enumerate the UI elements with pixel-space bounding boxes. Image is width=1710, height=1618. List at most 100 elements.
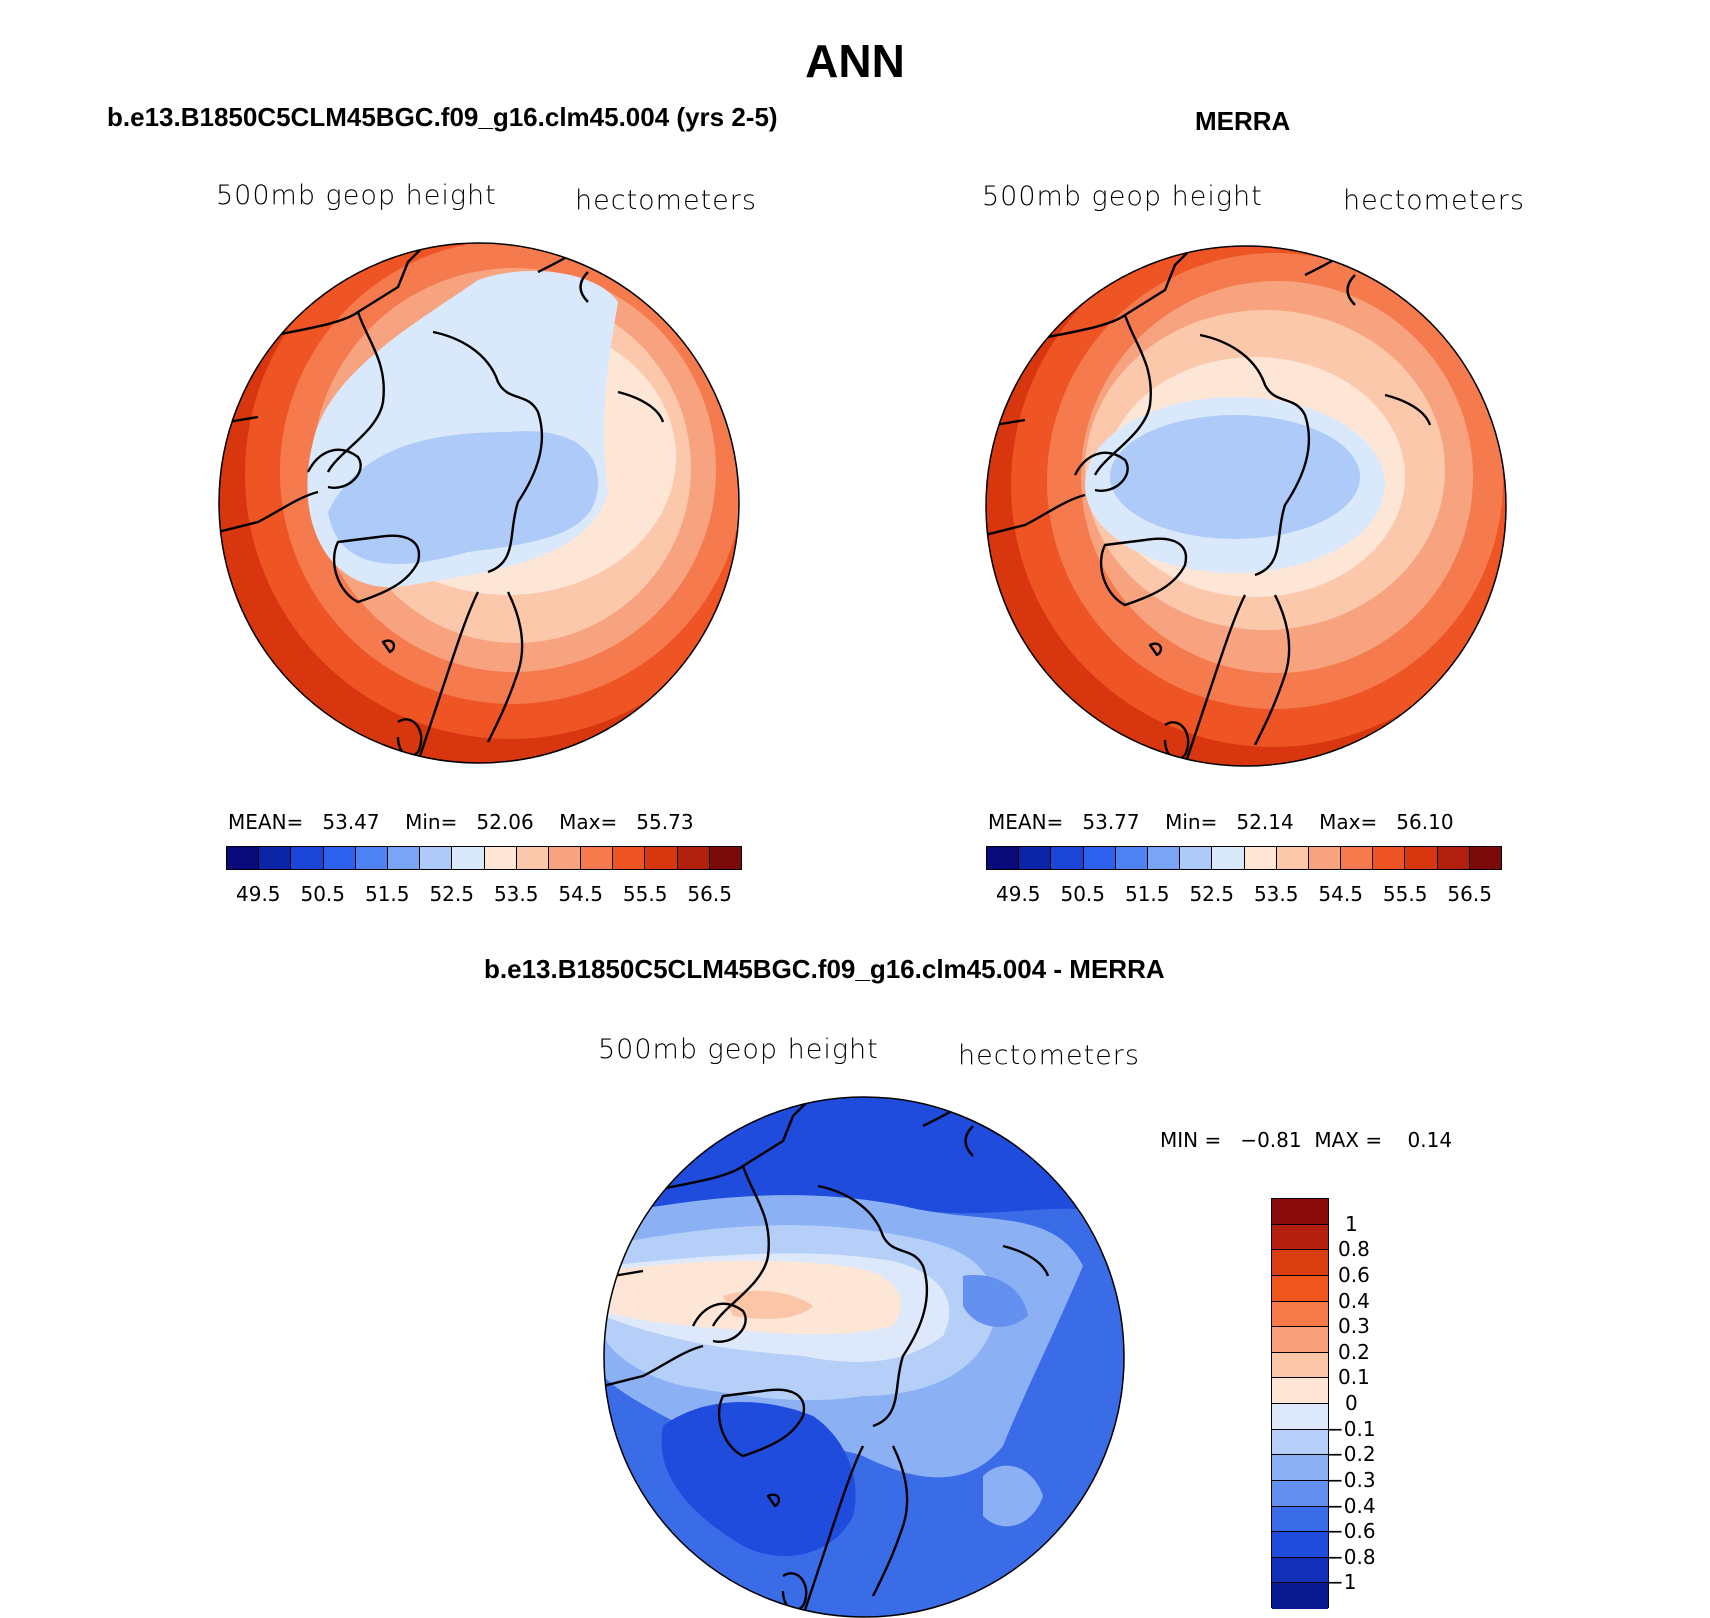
colorbar-swatch bbox=[1212, 847, 1245, 869]
colorbar-swatch bbox=[484, 847, 517, 869]
panel-1-min-value: 52.06 bbox=[476, 810, 534, 834]
colorbar-swatch bbox=[1272, 1199, 1328, 1225]
colorbar-tick-label: −0.1 bbox=[1327, 1416, 1376, 1441]
colorbar-swatch bbox=[1272, 1378, 1328, 1404]
colorbar-swatch bbox=[1272, 1583, 1328, 1609]
colorbar-swatch bbox=[1276, 847, 1309, 869]
colorbar-tick-label: 53.5 bbox=[493, 882, 539, 906]
colorbar-tick-label: 52.5 bbox=[429, 882, 474, 906]
colorbar-swatch bbox=[1115, 847, 1148, 869]
panel-2-colorbar-ticks: 49.5 50.5 51.5 52.5 53.5 54.5 55.5 56.5 bbox=[996, 882, 1492, 906]
panel-2-max-value: 56.10 bbox=[1396, 810, 1454, 834]
panel-3-stats: MIN = −0.81 MAX = 0.14 bbox=[1160, 1128, 1452, 1152]
panel-3-min-label: MIN = bbox=[1160, 1128, 1222, 1152]
panel-1-stats: MEAN= 53.47 Min= 52.06 Max= 55.73 bbox=[228, 810, 694, 834]
colorbar-tick-label: 53.5 bbox=[1253, 882, 1299, 906]
colorbar-tick-label: −0.3 bbox=[1327, 1467, 1376, 1492]
colorbar-tick-label: −0.6 bbox=[1327, 1519, 1376, 1544]
panel-1-mean-label: MEAN= bbox=[228, 810, 304, 834]
colorbar-tick-label: 0.6 bbox=[1338, 1262, 1370, 1287]
colorbar-tick-label: 0.2 bbox=[1338, 1339, 1370, 1364]
colorbar-swatch bbox=[1272, 1404, 1328, 1430]
colorbar-swatch bbox=[581, 847, 614, 869]
colorbar-tick-label: 56.5 bbox=[1447, 882, 1492, 906]
colorbar-tick-label: 0.8 bbox=[1338, 1237, 1370, 1262]
colorbar-tick-label: 50.5 bbox=[300, 882, 346, 906]
colorbar-swatch bbox=[1019, 847, 1052, 869]
colorbar-swatch bbox=[548, 847, 582, 869]
panel-1-max-label: Max= bbox=[559, 810, 618, 834]
panel-3-units-label: hectometers bbox=[958, 1040, 1140, 1071]
colorbar-swatch bbox=[1341, 847, 1374, 869]
panel-2-colorbar bbox=[986, 846, 1502, 870]
colorbar-swatch bbox=[677, 847, 710, 869]
colorbar-swatch bbox=[1272, 1250, 1328, 1276]
colorbar-swatch bbox=[1272, 1429, 1328, 1456]
colorbar-tick-label: 49.5 bbox=[996, 882, 1041, 906]
colorbar-swatch bbox=[1180, 847, 1213, 869]
panel-2-min-value: 52.14 bbox=[1236, 810, 1294, 834]
colorbar-tick-label: 51.5 bbox=[364, 882, 410, 906]
panel-2-variable-label: 500mb geop height bbox=[982, 181, 1263, 212]
colorbar-swatch bbox=[259, 847, 292, 869]
panel-1-mean-value: 53.47 bbox=[322, 810, 380, 834]
panel-2-max-label: Max= bbox=[1319, 810, 1378, 834]
colorbar-swatch bbox=[987, 847, 1020, 869]
colorbar-swatch bbox=[1147, 847, 1181, 869]
colorbar-swatch bbox=[1244, 847, 1277, 869]
colorbar-swatch bbox=[516, 847, 549, 869]
panel-2-mean-value: 53.77 bbox=[1082, 810, 1140, 834]
colorbar-swatch bbox=[1405, 847, 1438, 869]
panel-1-min-label: Min= bbox=[405, 810, 458, 834]
colorbar-swatch bbox=[420, 847, 453, 869]
colorbar-swatch bbox=[1083, 847, 1116, 869]
colorbar-swatch bbox=[1272, 1327, 1328, 1353]
panel-2-min-label: Min= bbox=[1165, 810, 1218, 834]
colorbar-tick-label: 0.3 bbox=[1338, 1314, 1370, 1339]
colorbar-swatch bbox=[1272, 1480, 1328, 1507]
colorbar-swatch bbox=[613, 847, 646, 869]
panel-1-title: b.e13.B1850C5CLM45BGC.f09_g16.clm45.004 … bbox=[107, 102, 778, 132]
colorbar-tick-label: −0.2 bbox=[1327, 1442, 1376, 1467]
panel-3-variable-label: 500mb geop height bbox=[598, 1034, 879, 1065]
colorbar-swatch bbox=[1437, 847, 1470, 869]
colorbar-tick-label: 54.5 bbox=[558, 882, 603, 906]
colorbar-swatch bbox=[355, 847, 388, 869]
colorbar-tick-label: 55.5 bbox=[622, 882, 668, 906]
panel-1-polar-map bbox=[218, 242, 740, 764]
figure-title: ANN bbox=[805, 35, 905, 87]
colorbar-tick-label: 0.4 bbox=[1338, 1288, 1370, 1313]
colorbar-swatch bbox=[1272, 1275, 1328, 1302]
colorbar-swatch bbox=[645, 847, 678, 869]
colorbar-swatch bbox=[452, 847, 485, 869]
colorbar-swatch bbox=[709, 847, 741, 869]
panel-1-colorbar-ticks: 49.5 50.5 51.5 52.5 53.5 54.5 55.5 56.5 bbox=[236, 882, 732, 906]
colorbar-tick-label: 0.1 bbox=[1338, 1365, 1370, 1390]
colorbar-tick-label: 54.5 bbox=[1318, 882, 1363, 906]
colorbar-swatch bbox=[291, 847, 324, 869]
colorbar-swatch bbox=[1272, 1224, 1328, 1251]
colorbar-tick-label: −0.8 bbox=[1327, 1544, 1376, 1569]
colorbar-swatch bbox=[1272, 1455, 1328, 1481]
colorbar-swatch bbox=[1308, 847, 1342, 869]
panel-2-stats: MEAN= 53.77 Min= 52.14 Max= 56.10 bbox=[988, 810, 1454, 834]
panel-2-units-label: hectometers bbox=[1343, 185, 1525, 216]
colorbar-swatch bbox=[1373, 847, 1406, 869]
panel-3-max-label: MAX = bbox=[1314, 1128, 1383, 1152]
colorbar-swatch bbox=[387, 847, 421, 869]
panel-3-polar-map bbox=[603, 1096, 1125, 1618]
colorbar-swatch bbox=[1051, 847, 1084, 869]
colorbar-tick-label: 51.5 bbox=[1124, 882, 1170, 906]
panel-3-max-value: 0.14 bbox=[1407, 1128, 1453, 1152]
panel-2-mean-label: MEAN= bbox=[988, 810, 1064, 834]
panel-3-min-value: −0.81 bbox=[1240, 1128, 1302, 1152]
colorbar-swatch bbox=[1469, 847, 1501, 869]
panel-3-colorbar bbox=[1271, 1198, 1329, 1609]
colorbar-tick-label: 0 bbox=[1345, 1391, 1358, 1415]
colorbar-tick-label: 55.5 bbox=[1382, 882, 1428, 906]
panel-2-title: MERRA bbox=[1195, 106, 1291, 136]
colorbar-swatch bbox=[1272, 1301, 1328, 1328]
colorbar-swatch bbox=[227, 847, 260, 869]
panel-3-title: b.e13.B1850C5CLM45BGC.f09_g16.clm45.004 … bbox=[484, 954, 1165, 984]
colorbar-swatch bbox=[1272, 1532, 1328, 1558]
